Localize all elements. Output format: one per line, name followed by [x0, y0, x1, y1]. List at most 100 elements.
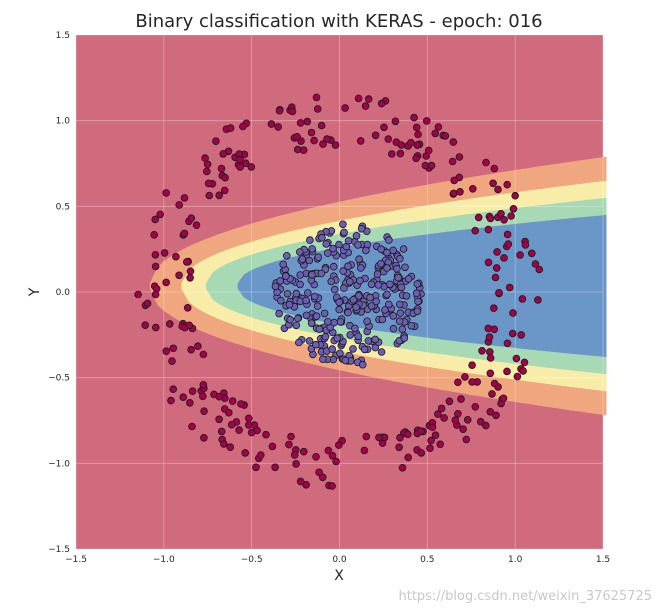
outer-point	[200, 433, 208, 442]
outer-point	[215, 415, 223, 424]
inner-point	[372, 297, 381, 306]
outer-point	[426, 444, 434, 453]
inner-point	[400, 334, 409, 342]
outer-point	[404, 453, 413, 462]
inner-point	[329, 244, 337, 253]
outer-point	[511, 191, 520, 200]
outer-point	[457, 395, 465, 403]
outer-point	[299, 447, 308, 456]
inner-point	[349, 345, 357, 353]
outer-point	[521, 241, 530, 249]
outer-point	[490, 325, 499, 334]
outer-point	[323, 135, 331, 143]
outer-point	[463, 415, 472, 424]
outer-point	[468, 361, 476, 370]
outer-point	[495, 288, 503, 297]
outer-point	[431, 431, 440, 440]
inner-point	[413, 280, 422, 288]
outer-point	[203, 160, 212, 169]
outer-point	[492, 411, 500, 420]
outer-point	[356, 137, 365, 145]
outer-point	[509, 309, 517, 317]
outer-point	[212, 137, 220, 146]
outer-point	[186, 398, 194, 407]
inner-point	[335, 305, 344, 314]
chart-title: Binary classification with KERAS - epoch…	[135, 11, 542, 32]
inner-point	[344, 262, 352, 271]
outer-point	[199, 392, 207, 401]
outer-point	[287, 432, 295, 441]
outer-point	[256, 451, 265, 459]
inner-point	[367, 280, 376, 289]
tick-labels: −1.5 −1.0 −0.5 0.0 0.5 1.0 1.5 1.5 1.0 0.5 0.0 −0.5…	[48, 31, 610, 565]
outer-point	[462, 435, 471, 444]
outer-point	[328, 482, 336, 490]
outer-point	[203, 167, 211, 176]
outer-point	[384, 135, 393, 143]
outer-point	[459, 425, 467, 434]
inner-point	[276, 277, 285, 285]
outer-point	[188, 387, 197, 396]
outer-point	[398, 463, 407, 472]
outer-point	[303, 117, 312, 126]
inner-point	[367, 302, 376, 310]
inner-point	[271, 282, 280, 291]
inner-point	[305, 337, 314, 345]
x-tick-label: 1.0	[508, 555, 523, 565]
outer-point	[507, 212, 515, 220]
inner-point	[349, 295, 358, 304]
inner-point	[364, 337, 373, 345]
inner-point	[285, 300, 294, 309]
outer-point	[312, 93, 321, 102]
outer-point	[245, 421, 253, 429]
outer-point	[293, 133, 301, 141]
outer-point	[169, 385, 178, 394]
outer-point	[471, 402, 480, 411]
outer-point	[315, 468, 323, 477]
inner-point	[340, 284, 348, 292]
inner-point	[296, 271, 305, 279]
x-axis-label: X	[334, 568, 344, 584]
outer-point	[503, 180, 512, 189]
outer-point	[504, 240, 513, 248]
outer-point	[484, 258, 493, 267]
outer-point	[247, 163, 256, 171]
outer-point	[519, 367, 527, 375]
outer-point	[204, 179, 213, 188]
outer-point	[440, 414, 448, 422]
inner-point	[377, 348, 386, 356]
outer-point	[414, 130, 422, 139]
outer-point	[361, 102, 370, 110]
inner-point	[373, 270, 382, 278]
inner-point	[357, 224, 366, 233]
outer-point	[317, 121, 326, 130]
inner-point	[306, 236, 314, 244]
inner-point	[386, 280, 394, 289]
outer-point	[175, 201, 184, 209]
outer-point	[476, 417, 485, 426]
inner-point	[335, 240, 343, 249]
inner-point	[377, 245, 385, 254]
outer-point	[431, 129, 440, 138]
outer-point	[332, 457, 340, 466]
inner-point	[413, 307, 422, 316]
y-tick-label: −1.5	[48, 545, 70, 555]
outer-point	[328, 451, 337, 460]
inner-point	[345, 277, 354, 286]
inner-point	[327, 277, 336, 286]
inner-point	[340, 228, 348, 237]
outer-point	[490, 164, 499, 173]
outer-point	[244, 414, 253, 423]
outer-point	[513, 372, 522, 381]
outer-point	[253, 426, 261, 435]
outer-point	[535, 265, 544, 274]
inner-point	[401, 263, 409, 272]
inner-point	[378, 315, 387, 324]
inner-point	[298, 255, 307, 263]
outer-point	[375, 433, 383, 442]
outer-point	[422, 117, 431, 125]
outer-point	[310, 136, 318, 145]
outer-point	[324, 446, 333, 455]
outer-point	[215, 392, 224, 401]
outer-point	[151, 215, 160, 224]
